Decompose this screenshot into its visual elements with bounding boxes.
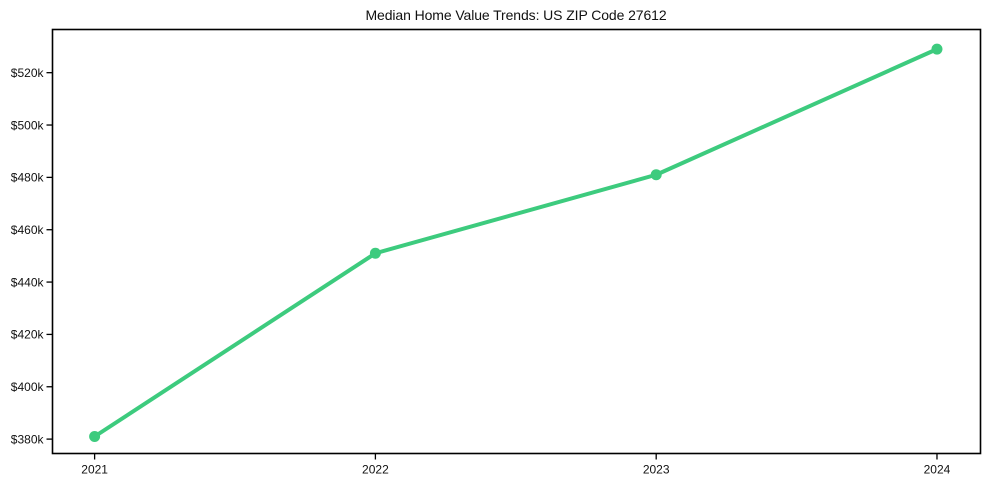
data-point-marker (931, 43, 943, 55)
y-tick-label: $380k (11, 432, 45, 446)
y-tick-label: $480k (11, 171, 45, 185)
y-tick-label: $400k (11, 380, 45, 394)
data-point-marker (89, 430, 101, 442)
x-tick-label: 2024 (924, 463, 951, 477)
x-tick-label: 2022 (362, 463, 389, 477)
x-tick-label: 2021 (81, 463, 108, 477)
y-tick-label: $500k (11, 118, 45, 132)
x-tick-label: 2023 (643, 463, 670, 477)
trend-line (92, 47, 939, 439)
data-point-marker (650, 169, 662, 181)
y-tick-label: $520k (11, 66, 45, 80)
y-tick-label: $460k (11, 223, 45, 237)
y-tick-label: $420k (11, 328, 45, 342)
data-point-marker (369, 247, 381, 259)
chart-title: Median Home Value Trends: US ZIP Code 27… (365, 7, 667, 23)
y-tick-label: $440k (11, 275, 45, 289)
